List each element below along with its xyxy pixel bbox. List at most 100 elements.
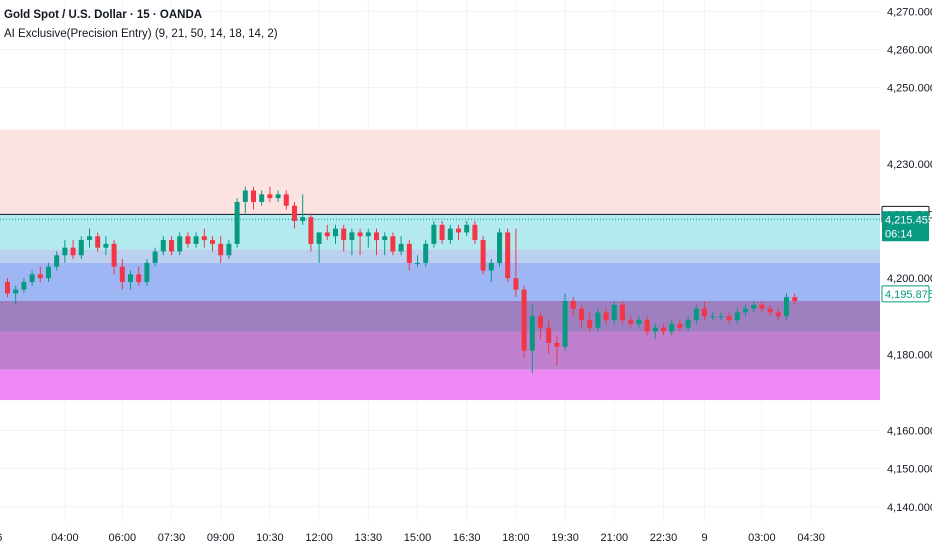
candle[interactable] — [734, 308, 740, 324]
candle[interactable] — [513, 228, 519, 298]
candle[interactable] — [644, 316, 650, 336]
candle-body[interactable] — [5, 281, 10, 294]
candle[interactable] — [554, 335, 560, 366]
candle-body[interactable] — [324, 232, 330, 237]
candle-body[interactable] — [784, 297, 789, 317]
candle[interactable] — [218, 236, 224, 263]
candle[interactable] — [390, 232, 396, 256]
candle-body[interactable] — [13, 289, 19, 294]
candle[interactable] — [784, 293, 789, 321]
candle[interactable] — [685, 316, 691, 332]
candle[interactable] — [333, 224, 338, 244]
candle[interactable] — [661, 323, 666, 336]
candle-body[interactable] — [562, 301, 568, 347]
candle-body[interactable] — [78, 240, 84, 256]
candle-body[interactable] — [538, 316, 543, 328]
candle-body[interactable] — [37, 274, 43, 279]
candle-body[interactable] — [710, 316, 716, 318]
candle[interactable] — [669, 320, 675, 336]
candle-body[interactable] — [29, 274, 35, 282]
candle-body[interactable] — [759, 304, 765, 309]
candle-body[interactable] — [300, 217, 306, 221]
candle-body[interactable] — [169, 240, 174, 252]
candle-body[interactable] — [316, 232, 322, 244]
candle-body[interactable] — [488, 262, 494, 271]
candle[interactable] — [283, 190, 289, 210]
candle-body[interactable] — [603, 312, 609, 321]
candle-body[interactable] — [792, 297, 798, 302]
candle-body[interactable] — [349, 232, 355, 241]
candle-body[interactable] — [669, 323, 675, 332]
candle[interactable] — [767, 304, 773, 317]
candle-body[interactable] — [136, 274, 142, 282]
candle-body[interactable] — [267, 194, 273, 199]
candle[interactable] — [136, 266, 142, 286]
candle-body[interactable] — [579, 308, 584, 321]
candle-body[interactable] — [677, 323, 683, 328]
candle[interactable] — [423, 240, 429, 267]
candle-body[interactable] — [685, 320, 691, 328]
candle[interactable] — [759, 301, 765, 313]
candle[interactable] — [341, 224, 347, 252]
candle[interactable] — [792, 293, 798, 305]
candle[interactable] — [570, 297, 576, 317]
candle[interactable] — [636, 316, 642, 328]
candle[interactable] — [37, 266, 43, 282]
candle[interactable] — [480, 236, 486, 275]
candle-body[interactable] — [119, 266, 125, 282]
candle-body[interactable] — [587, 320, 593, 328]
candle-body[interactable] — [652, 327, 658, 332]
candle[interactable] — [406, 240, 412, 271]
candle[interactable] — [398, 236, 404, 256]
candle[interactable] — [226, 240, 232, 260]
candle-body[interactable] — [201, 236, 207, 241]
candle[interactable] — [242, 186, 248, 214]
candle-body[interactable] — [447, 228, 453, 241]
candle[interactable] — [128, 270, 133, 290]
candle-body[interactable] — [718, 316, 724, 318]
candle-body[interactable] — [505, 232, 511, 279]
candle-body[interactable] — [341, 228, 347, 241]
candle-body[interactable] — [357, 232, 363, 237]
candle[interactable] — [382, 232, 388, 256]
candle[interactable] — [292, 201, 297, 229]
candle[interactable] — [62, 240, 68, 263]
candle-body[interactable] — [775, 312, 781, 317]
candle-body[interactable] — [628, 320, 634, 324]
candle-body[interactable] — [292, 205, 297, 221]
candle[interactable] — [628, 316, 634, 328]
candle[interactable] — [775, 308, 781, 321]
candle[interactable] — [152, 247, 158, 267]
candle-body[interactable] — [87, 236, 92, 241]
candle[interactable] — [324, 224, 330, 241]
candle-body[interactable] — [661, 327, 666, 332]
candle[interactable] — [505, 228, 511, 282]
candle[interactable] — [119, 259, 125, 290]
candle-body[interactable] — [431, 224, 437, 244]
candle[interactable] — [78, 236, 84, 260]
candle-body[interactable] — [456, 228, 461, 233]
candle[interactable] — [103, 236, 109, 256]
candle[interactable] — [374, 228, 379, 256]
candle[interactable] — [620, 301, 625, 324]
candle[interactable] — [160, 236, 166, 256]
candle-body[interactable] — [218, 243, 224, 256]
candle-body[interactable] — [693, 308, 699, 321]
candle-body[interactable] — [365, 232, 371, 237]
candle-body[interactable] — [177, 236, 183, 252]
candle-body[interactable] — [529, 316, 535, 351]
candle-body[interactable] — [103, 243, 109, 248]
candle-body[interactable] — [726, 316, 732, 321]
candle-body[interactable] — [439, 224, 445, 241]
candle-body[interactable] — [185, 236, 191, 244]
candle-body[interactable] — [644, 320, 650, 332]
candle-body[interactable] — [464, 224, 470, 233]
candle-body[interactable] — [513, 278, 519, 290]
candle[interactable] — [718, 312, 724, 321]
candle-body[interactable] — [702, 308, 707, 317]
candle[interactable] — [693, 304, 699, 324]
candle-body[interactable] — [743, 308, 748, 313]
candles[interactable] — [5, 186, 798, 374]
candle-body[interactable] — [242, 190, 248, 202]
candle[interactable] — [201, 228, 207, 248]
